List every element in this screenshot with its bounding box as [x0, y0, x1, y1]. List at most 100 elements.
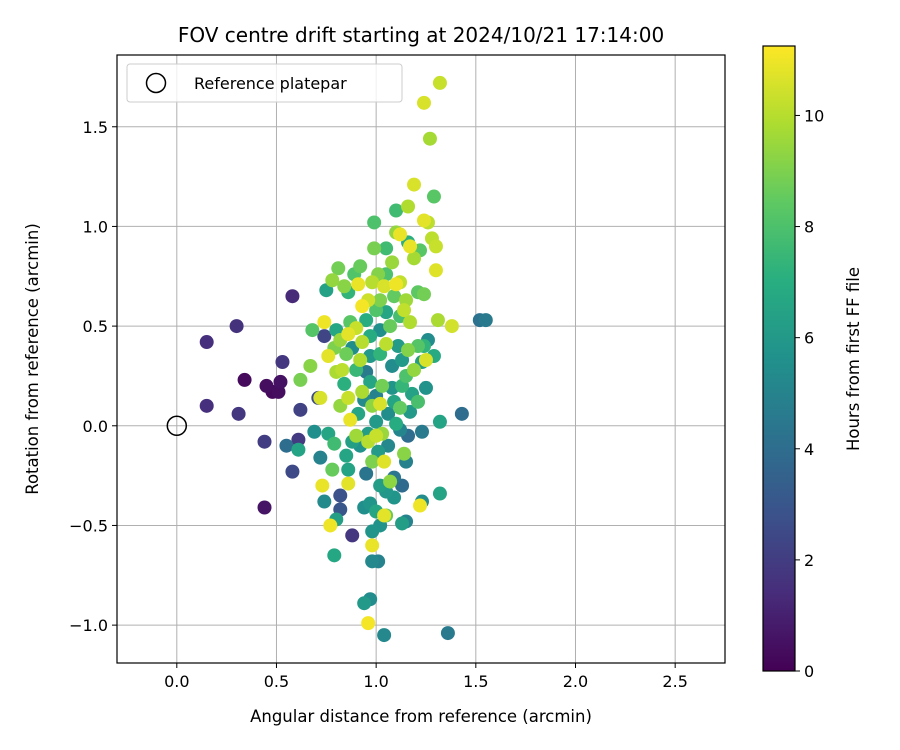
data-point	[375, 378, 390, 393]
data-point	[199, 335, 214, 350]
data-point	[317, 329, 332, 344]
data-point	[393, 227, 408, 242]
x-tick-label: 1.0	[363, 672, 388, 691]
y-tick-label: −0.5	[69, 516, 108, 535]
data-point	[365, 454, 380, 469]
data-point	[383, 474, 398, 489]
y-axis-ticks: −1.0 −0.5 0.0 0.5 1.0 1.5	[69, 118, 117, 635]
colorbar-tick-label: 0	[804, 662, 814, 681]
x-tick-label: 2.0	[563, 672, 588, 691]
data-point	[428, 263, 443, 278]
y-tick-label: 0.5	[83, 317, 108, 336]
data-point	[349, 428, 364, 443]
data-point	[335, 362, 350, 377]
data-point	[313, 450, 328, 465]
data-point	[199, 398, 214, 413]
data-point	[229, 319, 244, 334]
data-point	[401, 343, 416, 358]
colorbar-label: Hours from first FF file	[844, 267, 863, 451]
data-point	[325, 462, 340, 477]
data-point	[323, 518, 338, 533]
data-point	[313, 390, 328, 405]
colorbar-tick-label: 8	[804, 218, 814, 237]
data-point	[303, 358, 318, 373]
data-point	[365, 524, 380, 539]
data-point	[293, 372, 308, 387]
data-point	[432, 486, 447, 501]
data-point	[389, 277, 404, 292]
data-point	[418, 380, 433, 395]
data-point	[440, 626, 455, 641]
data-point	[365, 538, 380, 553]
data-point	[279, 438, 294, 453]
data-point	[444, 319, 459, 334]
data-point	[325, 273, 340, 288]
data-point	[291, 442, 306, 457]
data-point	[359, 313, 374, 328]
data-point	[285, 464, 300, 479]
data-point	[432, 414, 447, 429]
data-point	[359, 466, 374, 481]
data-point	[401, 199, 416, 214]
x-tick-label: 1.5	[463, 672, 488, 691]
data-point	[353, 259, 368, 274]
data-point	[403, 239, 418, 254]
data-point	[377, 279, 392, 294]
data-point	[377, 508, 392, 523]
data-point	[337, 279, 352, 294]
data-point	[365, 554, 380, 569]
y-tick-label: 0.0	[83, 417, 108, 436]
data-point	[355, 384, 370, 399]
data-point	[393, 400, 408, 415]
data-point	[478, 313, 493, 328]
y-axis-label: Rotation from reference (arcmin)	[23, 223, 42, 495]
reference-platepar-marker	[166, 415, 188, 437]
data-point	[422, 131, 437, 146]
data-point	[379, 337, 394, 352]
data-point	[339, 347, 354, 362]
data-point	[321, 349, 336, 364]
data-point	[428, 239, 443, 254]
legend-entry-reference: Reference platepar	[194, 74, 347, 93]
data-point	[416, 287, 431, 302]
y-tick-label: 1.5	[83, 118, 108, 137]
scatter-points	[199, 75, 493, 643]
data-point	[355, 335, 370, 350]
data-point	[397, 303, 412, 318]
data-point	[317, 494, 332, 509]
colorbar-ticks: 0 2 4 6 8 10	[795, 106, 824, 681]
data-point	[257, 434, 272, 449]
data-point	[407, 251, 422, 266]
x-axis-ticks: 0.0 0.5 1.0 1.5 2.0 2.5	[164, 663, 688, 691]
data-point	[237, 372, 252, 387]
legend-marker-icon	[145, 72, 167, 94]
colorbar-gradient	[762, 45, 796, 672]
chart-title: FOV centre drift starting at 2024/10/21 …	[178, 23, 664, 47]
data-point	[413, 498, 428, 513]
colorbar-tick-label: 4	[804, 440, 814, 459]
data-point	[367, 215, 382, 230]
data-point	[407, 362, 422, 377]
data-point	[454, 406, 469, 421]
data-point	[293, 402, 308, 417]
data-point	[327, 436, 342, 451]
data-point	[385, 255, 400, 270]
data-point	[373, 396, 388, 411]
data-point	[389, 416, 404, 431]
data-point	[285, 289, 300, 304]
data-point	[331, 261, 346, 276]
data-point	[416, 95, 431, 110]
data-point	[363, 374, 378, 389]
data-point	[395, 516, 410, 531]
data-point	[411, 394, 426, 409]
data-point	[341, 476, 356, 491]
data-point	[377, 454, 392, 469]
data-point	[373, 293, 388, 308]
data-point	[343, 412, 358, 427]
data-point	[414, 424, 429, 439]
data-point	[355, 299, 370, 314]
y-tick-label: 1.0	[83, 217, 108, 236]
data-point	[333, 488, 348, 503]
data-point	[387, 289, 402, 304]
